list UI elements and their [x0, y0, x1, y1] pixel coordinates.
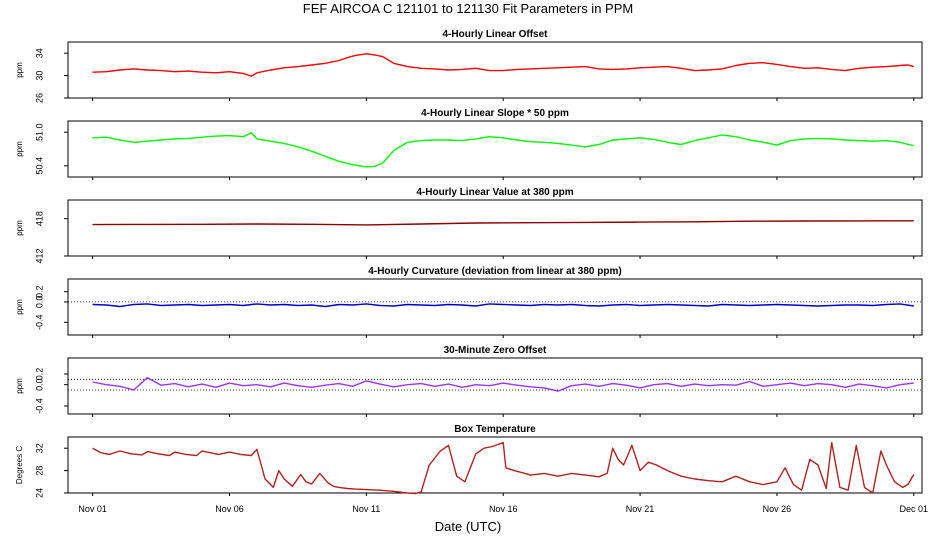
y-tick-label: -0.4 — [34, 315, 44, 331]
y-tick-label: 418 — [34, 211, 44, 226]
panel-2: 4-Hourly Linear Slope * 50 ppm ppm 50.4 51.… — [15, 108, 923, 180]
y-axis-label: ppm — [15, 141, 24, 157]
panels-group: 4-Hourly Linear Offsetppm2630344-Hourly … — [15, 29, 923, 498]
y-tick-label: 0.2 — [34, 368, 44, 381]
series-line-slope — [92, 132, 914, 168]
x-tick-label: Nov 26 — [763, 504, 792, 514]
plot-frame — [67, 436, 923, 494]
plot-frame — [67, 199, 923, 257]
y-tick-label: 51.0 — [34, 123, 44, 141]
panel-title: 4-Hourly Linear Slope * 50 ppm — [421, 108, 569, 119]
series-line-offset — [92, 53, 914, 77]
panel-3: 4-Hourly Linear Value at 380 ppm ppm 412 41… — [15, 187, 923, 264]
series-line-value380 — [92, 220, 914, 226]
x-axis: Nov 01 Nov 06 Nov 11 Nov 16 Nov 21 Nov 26 Dec … — [78, 504, 928, 514]
plot-frame — [67, 120, 923, 178]
y-axis-label: ppm — [15, 62, 24, 78]
y-tick-label: 28 — [34, 466, 44, 476]
series-line-zero_offset — [92, 377, 914, 392]
y-axis-label: ppm — [15, 378, 24, 394]
panel-1: 4-Hourly Linear Offset ppm 26 30 34 — [15, 29, 923, 103]
y-tick-label: 30 — [34, 71, 44, 81]
panel-4: 4-Hourly Curvature (deviation from linea… — [15, 266, 923, 338]
y-tick-label: 412 — [34, 248, 44, 263]
series-line-curvature — [92, 303, 914, 308]
x-tick-label: Nov 21 — [626, 504, 655, 514]
y-axis-label: Degrees C — [15, 446, 24, 484]
x-tick-label: Nov 11 — [352, 504, 380, 514]
panel-title: 4-Hourly Linear Offset — [442, 29, 548, 40]
x-tick-label: Nov 06 — [215, 504, 244, 514]
y-tick-label: 50.4 — [34, 157, 44, 175]
y-tick-label: 26 — [34, 93, 44, 103]
plot-frame — [67, 41, 923, 99]
plot-frame — [67, 278, 923, 336]
panel-title: Box Temperature — [454, 424, 536, 435]
y-axis-label: ppm — [15, 220, 24, 236]
panel-5: 30-Minute Zero Offset ppm -0.4 0.00.2 — [15, 345, 923, 417]
y-tick-label: -0.4 — [34, 398, 44, 414]
figure-title: FEF AIRCOA C 121101 to 121130 Fit Parame… — [303, 1, 633, 16]
panel-title: 4-Hourly Curvature (deviation from linea… — [368, 266, 621, 277]
y-tick-label: 0.0 — [34, 296, 44, 309]
x-tick-label: Nov 16 — [489, 504, 518, 514]
y-tick-label: 0.2 — [34, 285, 44, 298]
y-axis-label: ppm — [15, 299, 24, 315]
x-axis-title: Date (UTC) — [435, 519, 501, 534]
x-tick-label: Dec 01 — [900, 504, 929, 514]
y-tick-label: 32 — [34, 443, 44, 453]
panel-title: 4-Hourly Linear Value at 380 ppm — [416, 187, 573, 198]
plot-frame — [67, 357, 923, 415]
y-tick-label: 34 — [34, 48, 44, 58]
panel-title: 30-Minute Zero Offset — [444, 345, 547, 356]
x-tick-label: Nov 01 — [78, 504, 107, 514]
y-tick-label: 24 — [34, 488, 44, 498]
panel-6: Box Temperature Degrees C 24 28 32 — [15, 424, 923, 498]
y-tick-label: 0.0 — [34, 378, 44, 391]
series-line-box_temp — [92, 441, 915, 495]
